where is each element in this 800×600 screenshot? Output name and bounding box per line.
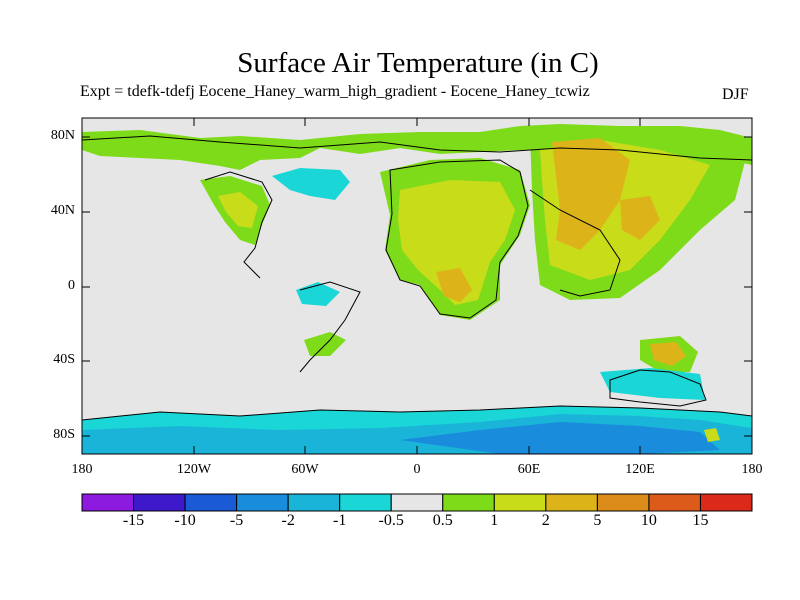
colorbar-swatch — [648, 493, 701, 512]
field-warm-europe-africa — [398, 180, 515, 305]
ytick-label: 40S — [53, 352, 75, 367]
colorbar-label: -2 — [281, 512, 295, 529]
colorbar-swatch — [545, 493, 598, 512]
xtick-label: 180 — [741, 462, 763, 477]
colorbar-label: 15 — [692, 512, 709, 529]
field-hot-asia — [552, 138, 630, 250]
colorbar-swatch — [236, 493, 289, 512]
colorbar-label: 2 — [541, 512, 550, 529]
colorbar — [81, 493, 753, 512]
xtick-label: 0 — [413, 462, 421, 477]
ytick-label: 80N — [50, 128, 75, 143]
xtick-label: 60W — [291, 462, 319, 477]
colorbar-swatch — [442, 493, 495, 512]
colorbar-swatch — [81, 493, 135, 512]
colorbar-label: 1 — [490, 512, 499, 529]
colorbar-label: 5 — [593, 512, 602, 529]
colorbar-swatch — [133, 493, 186, 512]
experiment-subtitle: Expt = tdefk-tdefj Eocene_Haney_warm_hig… — [80, 83, 590, 100]
field-warm-antarctic-spot — [704, 428, 720, 442]
ytick-label: 0 — [68, 278, 75, 293]
colorbar-swatch — [596, 493, 650, 512]
season-label: DJF — [722, 86, 749, 103]
colorbar-swatch — [184, 493, 238, 512]
xtick-label: 120W — [176, 462, 212, 477]
field-hot-central-asia — [620, 196, 660, 240]
field-positive-north-america-core — [218, 192, 258, 228]
coastlines — [82, 135, 752, 421]
colorbar-label: -15 — [122, 512, 145, 529]
ytick-label: 80S — [53, 427, 75, 442]
xtick-label: 60E — [517, 462, 541, 477]
axis-ticks — [82, 118, 752, 454]
field-warm-africa-core — [436, 268, 472, 302]
colorbar-label: 10 — [640, 512, 657, 529]
colorbar-label: -0.5 — [378, 512, 404, 529]
field-positive-south-america — [304, 332, 346, 356]
colorbar-label: -1 — [333, 512, 347, 529]
field-negative-north-atlantic — [272, 168, 350, 200]
plot-title: Surface Air Temperature (in C) — [237, 47, 599, 79]
field-warm-australia — [650, 342, 686, 366]
colorbar-swatch — [493, 493, 547, 512]
colorbar-label: -10 — [174, 512, 196, 529]
colorbar-swatch — [287, 493, 341, 512]
xtick-label: 120E — [625, 462, 655, 477]
colorbar-swatch — [390, 493, 444, 512]
ytick-label: 40N — [50, 203, 75, 218]
colorbar-swatch — [339, 493, 392, 512]
colorbar-swatch — [699, 493, 753, 512]
xtick-label: 180 — [71, 462, 93, 477]
colorbar-label: 0.5 — [432, 512, 453, 529]
colorbar-label: -5 — [229, 512, 244, 529]
